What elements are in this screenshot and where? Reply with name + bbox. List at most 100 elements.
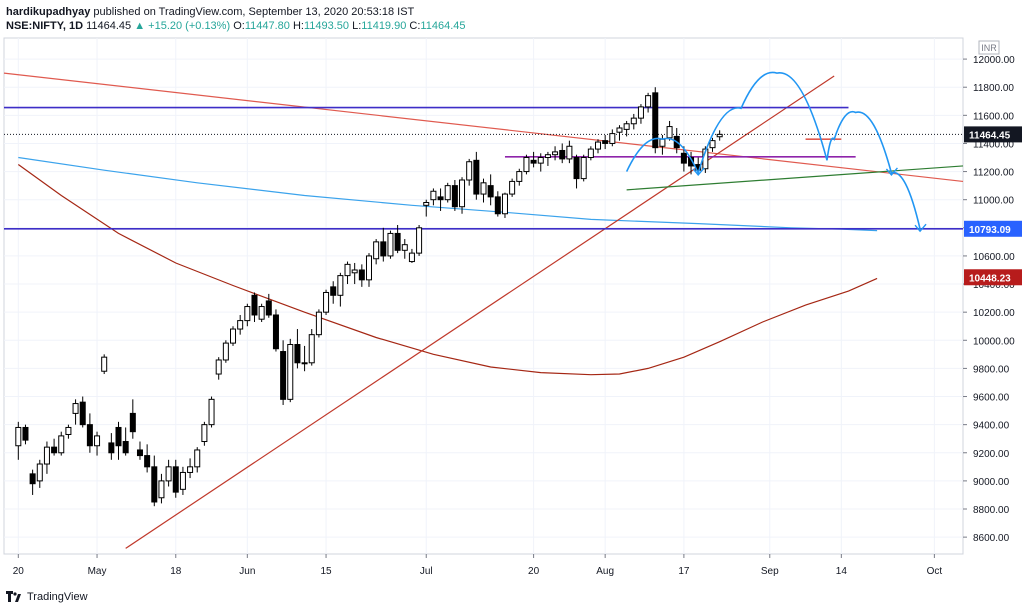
candle-body[interactable]	[15, 426, 22, 447]
candle-body[interactable]	[552, 151, 559, 156]
candle-body[interactable]	[487, 185, 494, 198]
candle-body[interactable]	[365, 255, 372, 281]
candle-body[interactable]	[237, 320, 244, 330]
candle-body[interactable]	[122, 441, 129, 454]
candle-body[interactable]	[459, 179, 466, 208]
candle-body[interactable]	[573, 157, 580, 180]
candle-body[interactable]	[559, 149, 566, 160]
candle-body[interactable]	[187, 466, 194, 473]
candle-body[interactable]	[151, 466, 158, 503]
candle-body[interactable]	[215, 359, 222, 375]
tradingview-logo-icon[interactable]	[6, 591, 22, 603]
candle-body[interactable]	[580, 157, 587, 180]
candle-body[interactable]	[301, 362, 308, 365]
candle-body[interactable]	[387, 232, 394, 257]
candle-body[interactable]	[258, 306, 265, 320]
candle-body[interactable]	[587, 148, 594, 159]
candle-body[interactable]	[179, 471, 186, 490]
candle-body[interactable]	[344, 263, 351, 277]
candle-body[interactable]	[72, 403, 79, 414]
candle-body[interactable]	[129, 412, 136, 433]
candle-body[interactable]	[430, 190, 437, 201]
candle-body[interactable]	[380, 241, 387, 257]
candle-body[interactable]	[451, 185, 458, 208]
candle-body[interactable]	[79, 401, 86, 426]
candle-body[interactable]	[373, 241, 380, 260]
candle-body[interactable]	[408, 252, 415, 263]
candle-body[interactable]	[544, 154, 551, 159]
candle-body[interactable]	[659, 138, 666, 147]
tradingview-brand[interactable]: TradingView	[27, 591, 88, 603]
candle-body[interactable]	[201, 424, 208, 443]
publisher-name[interactable]: hardikupadhyay	[6, 6, 91, 18]
trend-line[interactable]	[3, 72, 964, 183]
candle-body[interactable]	[323, 291, 330, 313]
candle-body[interactable]	[645, 95, 652, 108]
candle-body[interactable]	[530, 159, 537, 164]
candle-body[interactable]	[394, 232, 401, 251]
candle-body[interactable]	[416, 227, 423, 254]
candle-body[interactable]	[208, 398, 215, 426]
candle-body[interactable]	[43, 446, 50, 465]
candle-body[interactable]	[315, 311, 322, 336]
price-chart[interactable]: 8600.00 8800.00 9000.00 9200.00 9400.00 9600.…	[0, 0, 1023, 586]
candle-body[interactable]	[466, 161, 473, 181]
candle-body[interactable]	[294, 344, 301, 364]
candle-body[interactable]	[351, 269, 358, 274]
candle-body[interactable]	[444, 185, 451, 201]
candle-body[interactable]	[623, 123, 630, 130]
candle-body[interactable]	[473, 159, 480, 195]
candle-body[interactable]	[251, 294, 258, 316]
candle-body[interactable]	[144, 455, 151, 468]
projection-path[interactable]	[625, 71, 921, 230]
trend-line[interactable]	[626, 165, 964, 191]
candle-body[interactable]	[537, 157, 544, 164]
candle-body[interactable]	[280, 351, 287, 400]
candle-body[interactable]	[595, 141, 602, 150]
candle-body[interactable]	[330, 286, 337, 296]
candle-body[interactable]	[165, 466, 172, 482]
candle-body[interactable]	[666, 126, 673, 139]
candle-body[interactable]	[566, 145, 573, 160]
candle-body[interactable]	[494, 196, 501, 215]
candle-body[interactable]	[94, 435, 101, 447]
candle-body[interactable]	[272, 314, 279, 350]
candle-body[interactable]	[716, 133, 723, 138]
candle-body[interactable]	[108, 442, 115, 454]
candle-body[interactable]	[523, 157, 530, 173]
candle-body[interactable]	[22, 426, 29, 441]
candle-body[interactable]	[244, 306, 251, 322]
candle-body[interactable]	[230, 328, 237, 344]
candle-body[interactable]	[516, 171, 523, 182]
trend-line[interactable]	[125, 75, 835, 549]
candle-body[interactable]	[29, 473, 36, 485]
candle-body[interactable]	[602, 140, 609, 144]
candle-body[interactable]	[58, 435, 65, 454]
candle-body[interactable]	[308, 334, 315, 364]
candle-body[interactable]	[637, 106, 644, 119]
candle-body[interactable]	[480, 182, 487, 195]
candle-body[interactable]	[609, 133, 616, 144]
candle-body[interactable]	[172, 466, 179, 493]
candle-body[interactable]	[358, 269, 365, 281]
candle-body[interactable]	[401, 244, 408, 251]
candle-body[interactable]	[136, 449, 143, 457]
candle-body[interactable]	[337, 275, 344, 296]
candle-body[interactable]	[265, 300, 272, 316]
candle-body[interactable]	[680, 152, 687, 164]
candle-body[interactable]	[509, 180, 516, 195]
candle-body[interactable]	[501, 193, 508, 215]
candle-body[interactable]	[51, 446, 58, 454]
candle-body[interactable]	[115, 426, 122, 447]
candle-body[interactable]	[101, 356, 108, 372]
candle-body[interactable]	[630, 117, 637, 125]
candle-body[interactable]	[652, 92, 659, 149]
symbol-name[interactable]: NSE:NIFTY, 1D	[6, 20, 84, 32]
candle-body[interactable]	[616, 127, 623, 133]
candle-body[interactable]	[86, 424, 93, 447]
candle-body[interactable]	[158, 480, 165, 499]
candle-body[interactable]	[65, 426, 72, 435]
candle-body[interactable]	[287, 344, 294, 400]
candle-body[interactable]	[194, 449, 201, 468]
candle-body[interactable]	[222, 342, 229, 361]
